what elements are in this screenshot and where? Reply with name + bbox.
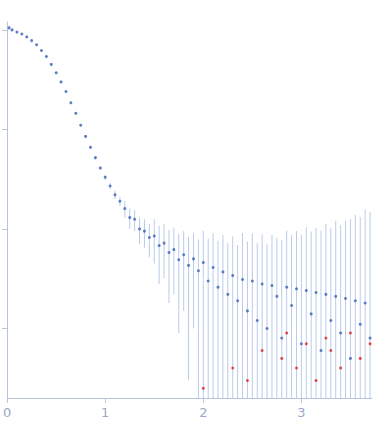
- svg-text:2: 2: [199, 405, 207, 420]
- svg-text:0: 0: [3, 405, 11, 420]
- svg-text:1: 1: [101, 405, 109, 420]
- svg-text:3: 3: [297, 405, 305, 420]
